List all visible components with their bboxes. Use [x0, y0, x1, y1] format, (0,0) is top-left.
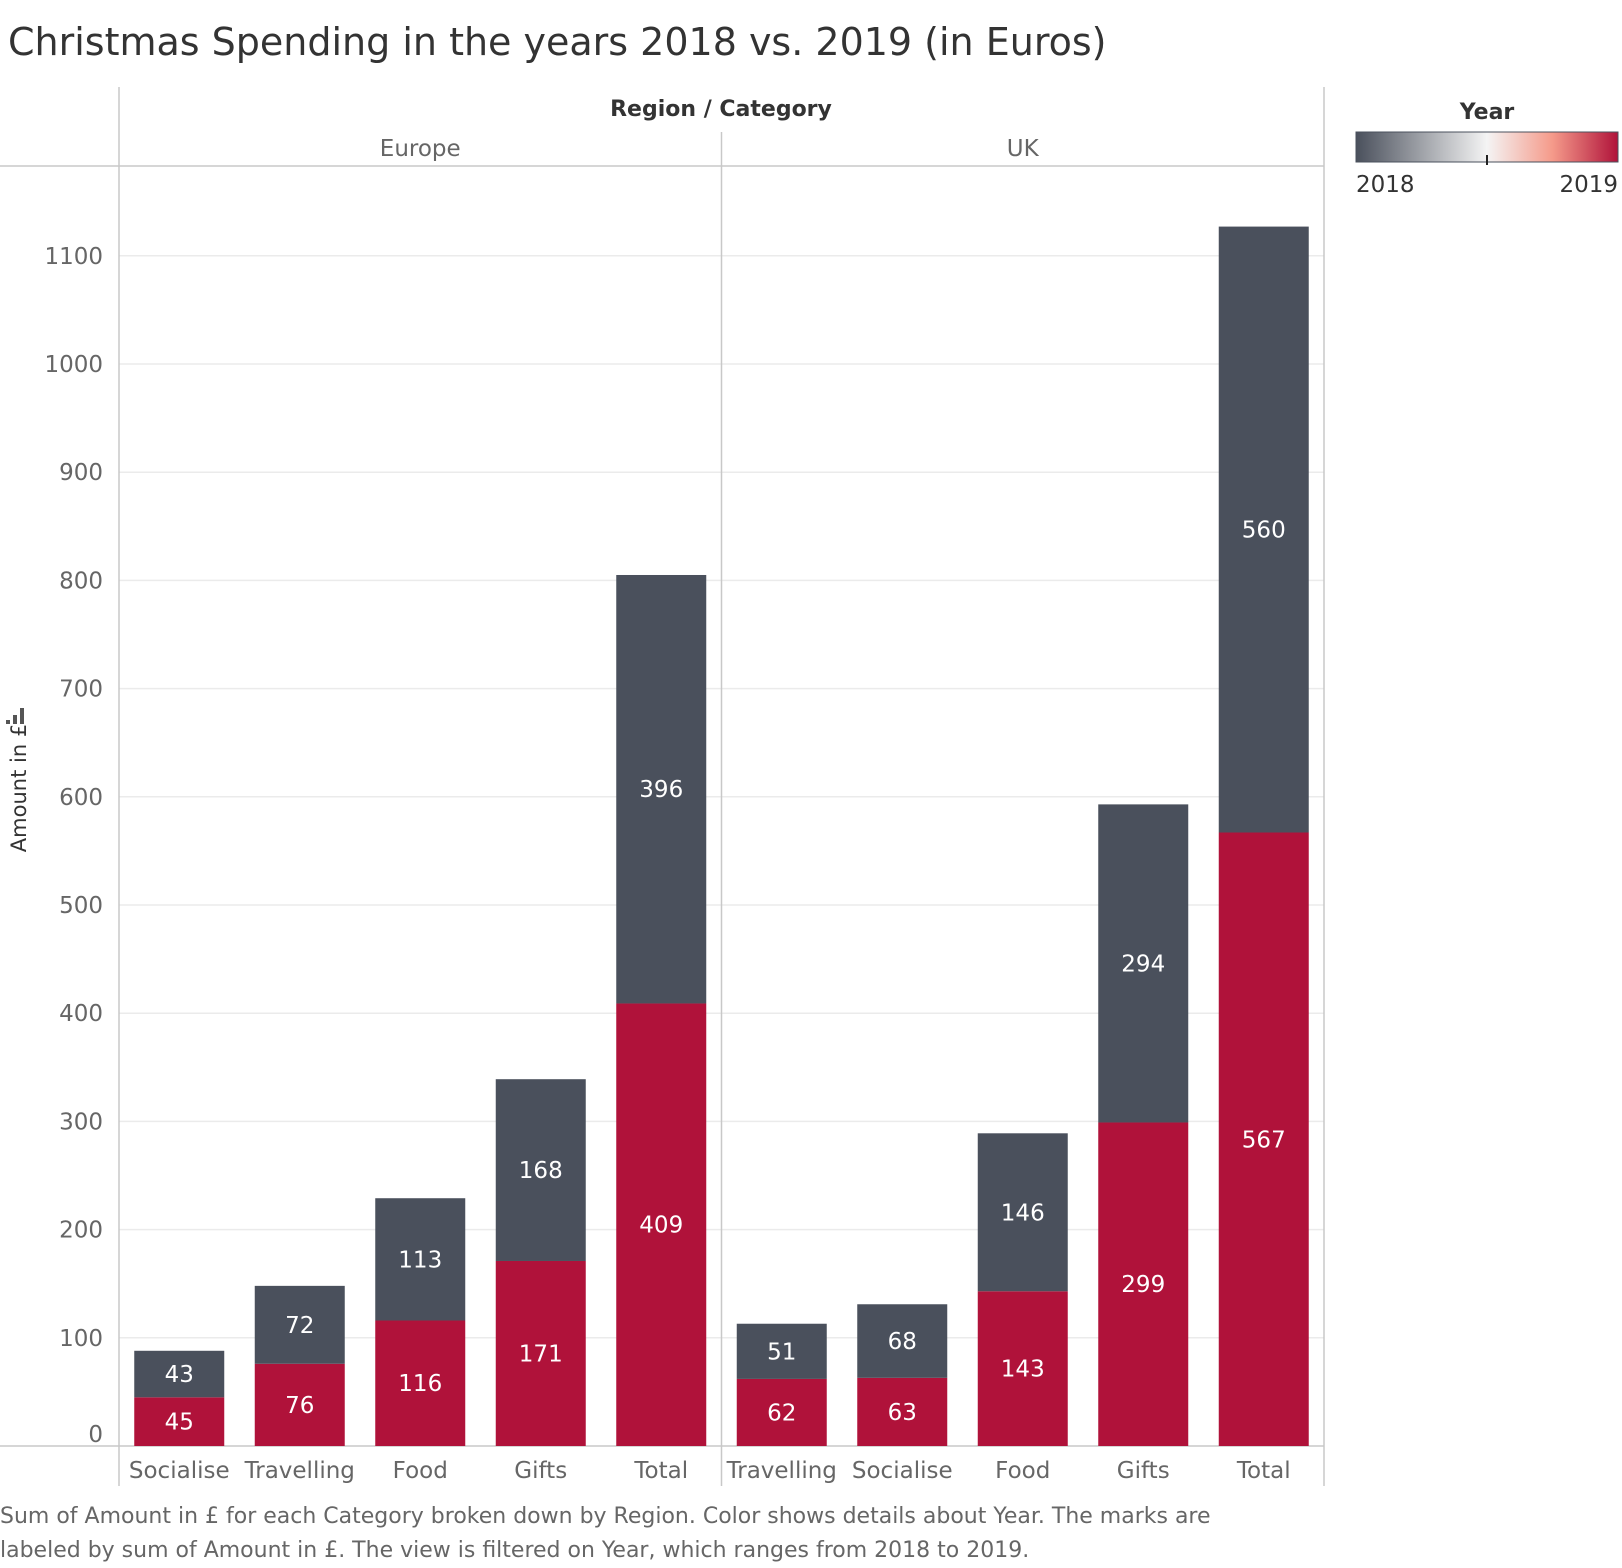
y-tick-label-1100: 1100 — [44, 244, 103, 270]
x-tick-label: Socialise — [852, 1458, 953, 1484]
data-label-2019: 45 — [165, 1410, 194, 1436]
bar-europe-total-2019 — [616, 1003, 707, 1446]
y-axis: 0 100 200 300 400 500 600 700 800 900 1000 1100 — [0, 166, 1325, 1486]
y-tick-label-200: 200 — [59, 1218, 103, 1244]
chart-title: Christmas Spending in the years 2018 vs.… — [8, 20, 1106, 64]
x-tick-label: Food — [995, 1458, 1050, 1484]
y-tick-label-900: 900 — [59, 460, 103, 486]
data-label-2019: 143 — [1001, 1357, 1045, 1383]
x-tick-label: Gifts — [514, 1458, 567, 1484]
caption-line-2: labeled by sum of Amount in £. The view … — [0, 1538, 1029, 1563]
y-tick-label-500: 500 — [59, 893, 103, 919]
bar-europe-food-2018 — [375, 1198, 466, 1321]
data-label-2018: 68 — [888, 1329, 917, 1355]
data-label-2018: 43 — [165, 1362, 194, 1388]
data-label-2018: 168 — [519, 1158, 563, 1184]
bar-europe-gifts-2019 — [495, 1260, 586, 1446]
legend-min-label: 2018 — [1356, 172, 1415, 198]
x-tick-label: Socialise — [129, 1458, 230, 1484]
y-tick-label-600: 600 — [59, 785, 103, 811]
x-tick-label: Travelling — [726, 1458, 837, 1484]
y-tick-label-1000: 1000 — [44, 352, 103, 378]
x-tick-label: Gifts — [1117, 1458, 1170, 1484]
x-tick-label: Total — [1236, 1458, 1291, 1484]
legend-max-label: 2019 — [1559, 172, 1618, 198]
dims-header: Region / Category — [610, 97, 832, 122]
data-label-2018: 113 — [398, 1247, 442, 1273]
data-label-2018: 51 — [767, 1339, 796, 1365]
bar-uk-gifts-2019 — [1098, 1122, 1189, 1446]
bar-uk-food-2018 — [977, 1133, 1068, 1292]
y-tick-label-300: 300 — [59, 1109, 103, 1135]
region-header-europe: Europe — [380, 136, 461, 162]
bars: 45 43 Socialise 76 72 Travelling 116 113 Food 171… — [129, 226, 1309, 1484]
data-label-2019: 76 — [285, 1393, 314, 1419]
y-tick-label-700: 700 — [59, 677, 103, 703]
y-tick-label-0: 0 — [88, 1422, 103, 1448]
data-label-2019: 171 — [519, 1341, 563, 1367]
bar-uk-socialise-2018 — [857, 1304, 948, 1378]
bar-uk-food-2019 — [977, 1291, 1068, 1446]
legend-title: Year — [1459, 100, 1515, 125]
axis-bar-icon — [6, 708, 24, 724]
bar-europe-total-2018 — [616, 574, 707, 1004]
y-tick-label-400: 400 — [59, 1001, 103, 1027]
x-tick-label: Total — [633, 1458, 688, 1484]
y-tick-label-100: 100 — [59, 1326, 103, 1352]
data-label-2019: 62 — [767, 1400, 796, 1426]
bar-uk-socialise-2019 — [857, 1377, 948, 1446]
bar-europe-travelling-2018 — [254, 1285, 345, 1364]
x-tick-label: Food — [393, 1458, 448, 1484]
y-tick-label-800: 800 — [59, 568, 103, 594]
y-axis-label: Amount in £ — [7, 724, 31, 852]
x-tick-label: Travelling — [244, 1458, 355, 1484]
data-label-2019: 409 — [639, 1213, 683, 1239]
data-label-2019: 567 — [1242, 1127, 1286, 1153]
bar-uk-travelling-2019 — [736, 1378, 827, 1446]
color-legend: Year 2018 2019 — [1355, 100, 1619, 198]
data-label-2018: 72 — [285, 1313, 314, 1339]
region-header-uk: UK — [1007, 136, 1040, 162]
panels: Europe UK — [380, 132, 1040, 1486]
data-label-2018: 294 — [1121, 951, 1165, 977]
data-label-2019: 116 — [398, 1371, 442, 1397]
bar-europe-socialise-2018 — [134, 1350, 225, 1398]
data-label-2019: 299 — [1121, 1272, 1165, 1298]
bar-europe-food-2019 — [375, 1320, 466, 1446]
data-label-2018: 146 — [1001, 1200, 1045, 1226]
bar-europe-gifts-2018 — [495, 1079, 586, 1261]
bar-uk-travelling-2018 — [736, 1323, 827, 1379]
caption-line-1: Sum of Amount in £ for each Category bro… — [0, 1504, 1211, 1529]
bar-europe-travelling-2019 — [254, 1363, 345, 1446]
bar-uk-total-2019 — [1218, 832, 1309, 1446]
bar-europe-socialise-2019 — [134, 1397, 225, 1446]
data-label-2019: 63 — [888, 1400, 917, 1426]
data-label-2018: 396 — [639, 777, 683, 803]
bar-uk-total-2018 — [1218, 226, 1309, 833]
data-label-2018: 560 — [1242, 518, 1286, 544]
bar-uk-gifts-2018 — [1098, 804, 1189, 1123]
